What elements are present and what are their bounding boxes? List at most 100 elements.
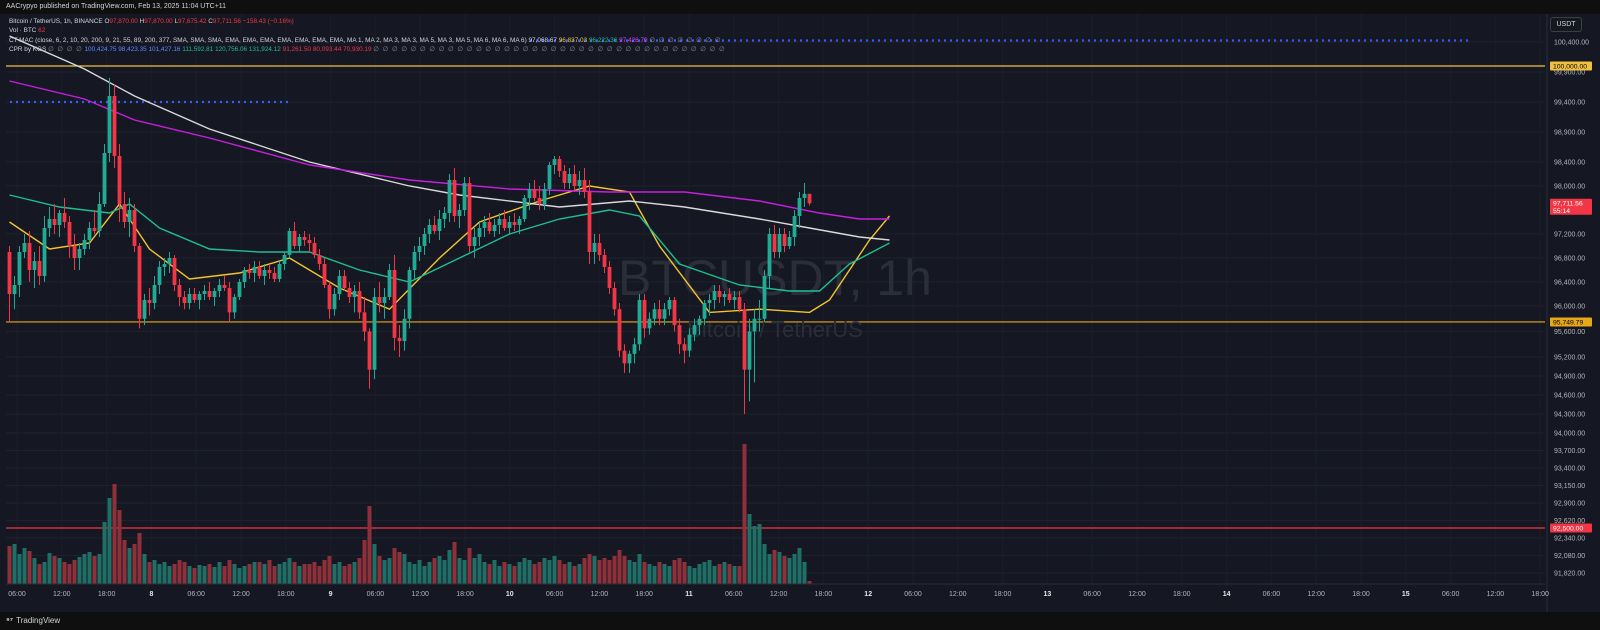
volume-bar — [132, 544, 137, 584]
candle-body — [82, 240, 87, 249]
legend-volume-label[interactable]: Vol · BTC — [9, 27, 37, 35]
x-tick-label: 06:00 — [187, 591, 205, 598]
x-tick-label: 12:00 — [232, 591, 250, 598]
candle-body — [652, 309, 657, 319]
y-tick-label: 94,300.00 — [1554, 412, 1585, 419]
legend-ma-v4: 97,426.79 — [619, 36, 648, 44]
candle-body — [432, 225, 437, 231]
x-tick-label: 12 — [864, 591, 872, 598]
candle-body — [757, 318, 762, 320]
volume-bar — [92, 556, 97, 584]
y-tick-label: 92,080.00 — [1554, 553, 1585, 560]
candle-body — [387, 270, 392, 297]
legend-cpr-label[interactable]: CPR by KGS — [9, 45, 47, 53]
legend-cpr-v4: 111,592.81 — [182, 45, 214, 53]
volume-bar — [387, 558, 392, 584]
candle-body — [697, 318, 702, 326]
volume-bar — [522, 558, 527, 584]
volume-bar — [122, 540, 127, 584]
price-axis[interactable]: 100,400.00 99,900.00 99,400.00 98,900.00 98,… — [1546, 14, 1589, 612]
candle-body — [112, 96, 117, 156]
candle-body — [297, 237, 302, 246]
time-axis[interactable]: 06:00 12:00 18:00 8 06:00 12:00 18:00 9 06:00 12:… — [6, 583, 1549, 598]
x-tick-label: 18:00 — [1531, 591, 1549, 598]
candle-body — [747, 331, 752, 370]
candle-body — [567, 174, 572, 183]
legend-ma-v1: 97,068.67 — [528, 36, 557, 44]
volume-bar — [402, 554, 407, 584]
candle-body — [752, 318, 757, 332]
legend-cpr-row: CPR by KGS ∅ ∅ ∅ ∅ 100,424.75 98,423.35 … — [9, 45, 726, 54]
x-tick-label: 18:00 — [277, 591, 295, 598]
legend-open-label: O — [104, 18, 110, 25]
volume-bar — [797, 548, 802, 584]
volume-bar — [662, 564, 667, 584]
legend-symbol[interactable]: Bitcoin / TetherUS, 1h, BINANCE — [9, 18, 103, 25]
candle-body — [312, 243, 317, 255]
volume-bar — [67, 564, 72, 584]
candle-body — [167, 258, 172, 264]
watermark-ticker: BTCUSDT, 1h — [618, 250, 932, 306]
volume-bar — [717, 564, 722, 584]
candle-body — [322, 264, 327, 285]
currency-button[interactable]: USDT — [1550, 17, 1582, 32]
candle-body — [197, 294, 202, 300]
volume-bar — [337, 562, 342, 584]
candle-body — [547, 165, 552, 189]
volume-bar — [597, 560, 602, 584]
volume-bar — [702, 562, 707, 584]
volume-bar — [422, 566, 427, 584]
x-tick-label: 18:00 — [456, 591, 474, 598]
chart-background — [0, 14, 1600, 612]
candle-body — [442, 213, 447, 219]
candle-body — [692, 325, 697, 335]
legend-cpr-v5: 120,756.06 — [215, 45, 248, 53]
x-tick-label: 12:00 — [591, 591, 609, 598]
volume-bar — [197, 565, 202, 584]
volume-bar — [752, 526, 757, 584]
candle-body — [372, 297, 377, 370]
footer-brand[interactable]: TradingView — [16, 616, 61, 625]
volume-bar — [47, 553, 52, 584]
volume-bar — [602, 558, 607, 584]
volume-bar — [357, 558, 362, 584]
candle-body — [662, 309, 667, 319]
y-tick-label: 92,900.00 — [1554, 501, 1585, 508]
volume-bar — [12, 544, 17, 584]
candle-body — [507, 222, 512, 228]
candle-body — [32, 261, 37, 270]
volume-bar — [97, 554, 102, 584]
candle-body — [407, 270, 412, 319]
volume-bar — [627, 560, 632, 584]
volume-bar — [467, 548, 472, 584]
candle-body — [607, 267, 612, 288]
candle-body — [22, 243, 27, 252]
volume-bar — [347, 564, 352, 584]
volume-bar — [277, 564, 282, 584]
candle-body — [47, 219, 52, 228]
volume-bar — [592, 556, 597, 584]
volume-bar — [262, 564, 267, 584]
volume-bar — [457, 558, 462, 584]
candle-body — [637, 300, 642, 345]
volume-bar — [352, 562, 357, 584]
candle-body — [12, 285, 17, 294]
candle-body — [517, 219, 522, 225]
volume-bar — [437, 556, 442, 584]
legend-ma-label[interactable]: CT MAC (close, 6, 2, 10, 20, 200, 9, 21,… — [9, 36, 527, 44]
tradingview-logo-icon[interactable]: ⁹⁷ — [6, 616, 14, 625]
candle-body — [182, 297, 187, 303]
volume-bar — [507, 564, 512, 584]
y-tick-label: 94,900.00 — [1554, 374, 1585, 381]
price-chart[interactable]: BTCUSDT, 1h Bitcoin / TetherUS 100,400.0… — [0, 14, 1600, 612]
volume-bar — [767, 554, 772, 584]
volume-bar — [537, 562, 542, 584]
candle-body — [427, 225, 432, 234]
x-tick-label: 18:00 — [1173, 591, 1191, 598]
volume-bar — [257, 562, 262, 584]
volume-bar — [172, 564, 177, 584]
volume-bar — [37, 564, 42, 584]
volume-bar — [82, 554, 87, 584]
candle-body — [327, 285, 332, 310]
candle-body — [257, 267, 262, 276]
